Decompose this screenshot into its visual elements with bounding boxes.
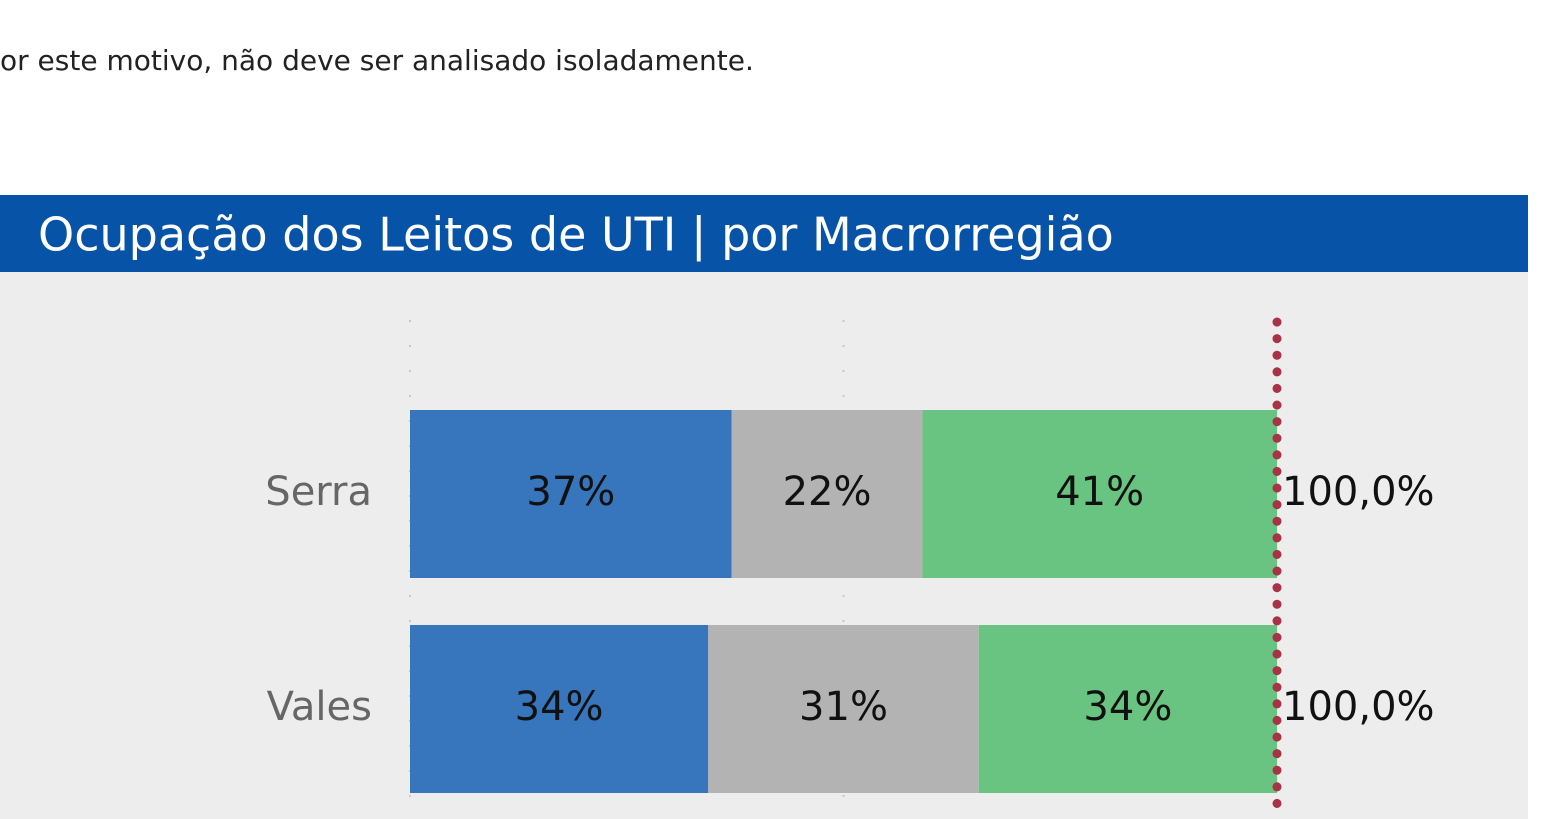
bar-segment <box>731 410 923 578</box>
bar-segment <box>410 625 709 793</box>
value-label: 34% <box>515 684 604 730</box>
bar-segment <box>922 410 1277 578</box>
bar-segment <box>708 625 979 793</box>
chart-title: Ocupação dos Leitos de UTI | por Macrorr… <box>38 208 1114 263</box>
bar-segment <box>410 410 732 578</box>
category-label: Vales <box>267 684 372 730</box>
total-label: 100,0% <box>1282 684 1435 730</box>
total-label: 100,0% <box>1282 469 1435 515</box>
value-label: 37% <box>526 469 615 515</box>
category-label: Serra <box>265 469 372 515</box>
value-label: 22% <box>783 469 872 515</box>
value-label: 34% <box>1083 684 1172 730</box>
value-label: 41% <box>1055 469 1144 515</box>
bar-segment <box>978 625 1277 793</box>
title-bar <box>0 195 1528 272</box>
value-label: 31% <box>799 684 888 730</box>
intro-text: or este motivo, não deve ser analisado i… <box>0 44 754 77</box>
